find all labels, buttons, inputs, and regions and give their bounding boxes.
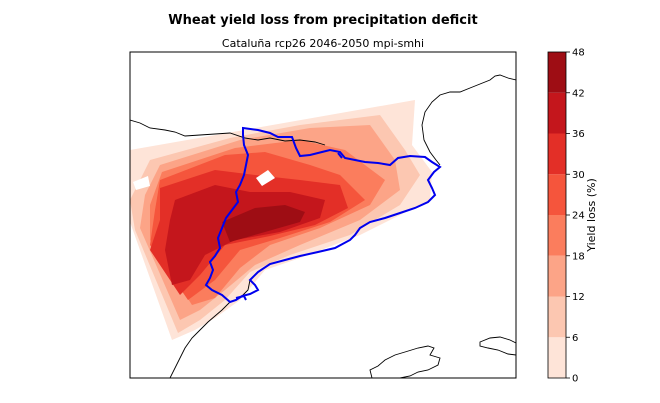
chart-subtitle: Cataluña rcp26 2046-2050 mpi-smhi (221, 37, 425, 50)
colorbar-tick-label: 48 (572, 48, 585, 59)
colorbar-segment (548, 133, 566, 175)
colorbar-segment (548, 174, 566, 215)
colorbar-tick-label: 18 (572, 251, 585, 262)
coastline (421, 74, 516, 166)
chart-title: Wheat yield loss from precipitation defi… (168, 13, 478, 28)
colorbar: 0 6 12 18 24 30 36 42 48 (547, 48, 585, 385)
colorbar-tick-label: 36 (572, 129, 585, 140)
heat-level-7 (222, 205, 305, 242)
colorbar-tick-label: 6 (572, 333, 578, 344)
colorbar-segment (548, 215, 566, 256)
colorbar-label: Yield loss (%) (585, 178, 598, 252)
colorbar-tick-label: 24 (572, 211, 585, 222)
region-outline (204, 126, 442, 304)
no-data-patch (133, 176, 150, 190)
colorbar-segment (548, 92, 566, 134)
no-data-patch (256, 170, 275, 186)
colorbar-segment (548, 52, 566, 93)
island-menorca (479, 336, 516, 356)
colorbar-segment (548, 337, 566, 378)
colorbar-segment (548, 296, 566, 338)
colorbar-segment (548, 255, 566, 297)
map-frame (129, 51, 517, 379)
map-area (130, 74, 516, 378)
colorbar-tick-label: 42 (572, 88, 585, 99)
region-outline-detail (235, 152, 343, 301)
colorbar-tick-label: 0 (572, 374, 578, 385)
colorbar-tick-label: 30 (572, 170, 585, 181)
island-mallorca (369, 345, 441, 378)
colorbar-tick-label: 12 (572, 292, 585, 303)
